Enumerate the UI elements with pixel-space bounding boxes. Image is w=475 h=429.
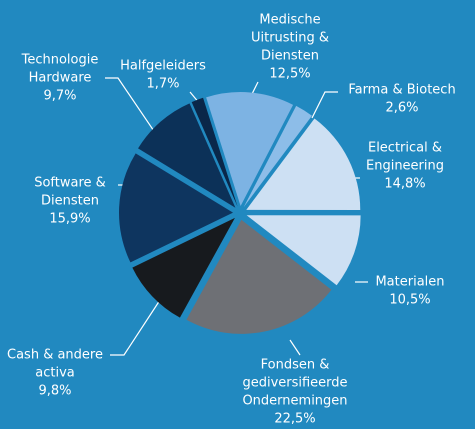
value-label: 9,8% — [38, 384, 71, 399]
slice-label: Hardware — [29, 71, 92, 86]
value-label: 22,5% — [274, 412, 315, 427]
pie-slice — [138, 103, 236, 208]
pie-slice — [119, 153, 234, 263]
value-label: 2,6% — [385, 101, 418, 116]
slice-label: Diensten — [41, 194, 99, 209]
slice-label: Software & — [34, 176, 106, 191]
slice-label: Diensten — [261, 49, 319, 64]
value-label: 15,9% — [49, 212, 90, 227]
labels: Medische Uitrusting & Diensten 12,5% Farma &… — [7, 13, 456, 427]
pie-slice — [246, 215, 361, 286]
leader-line — [105, 77, 161, 141]
pie-slice — [206, 92, 294, 207]
pie-slice — [186, 219, 332, 334]
leader-line — [110, 299, 161, 356]
pie-slice — [191, 97, 238, 207]
leader-lines — [105, 77, 368, 356]
value-label: 9,7% — [43, 89, 76, 104]
pie-slice — [243, 105, 312, 208]
slice-label: Farma & Biotech — [348, 83, 455, 98]
slice-label: Ondernemingen — [242, 394, 347, 409]
value-label: 14,8% — [384, 177, 425, 192]
value-label: 1,7% — [146, 77, 179, 92]
slice-label: Halfgeleiders — [120, 59, 206, 74]
slice-label: Electrical & — [368, 141, 442, 156]
value-label: 12,5% — [269, 67, 310, 82]
leader-line — [311, 91, 338, 119]
slice-label: gediversifieerde — [242, 376, 347, 391]
slice-label: Engineering — [366, 159, 444, 174]
value-label: 10,5% — [389, 293, 430, 308]
slice-label: Medische — [259, 13, 320, 28]
pie — [119, 92, 361, 334]
slice-label: Cash & andere — [7, 348, 103, 363]
slice-label: Materialen — [375, 275, 444, 290]
slice-label: activa — [35, 366, 74, 381]
slice-label: Fondsen & — [261, 358, 330, 373]
slice-label: Uitrusting & — [251, 31, 329, 46]
slice-label: Technologie — [21, 53, 99, 68]
pie-slice — [132, 217, 235, 318]
pie-slice — [246, 118, 361, 210]
leader-line — [289, 339, 301, 356]
